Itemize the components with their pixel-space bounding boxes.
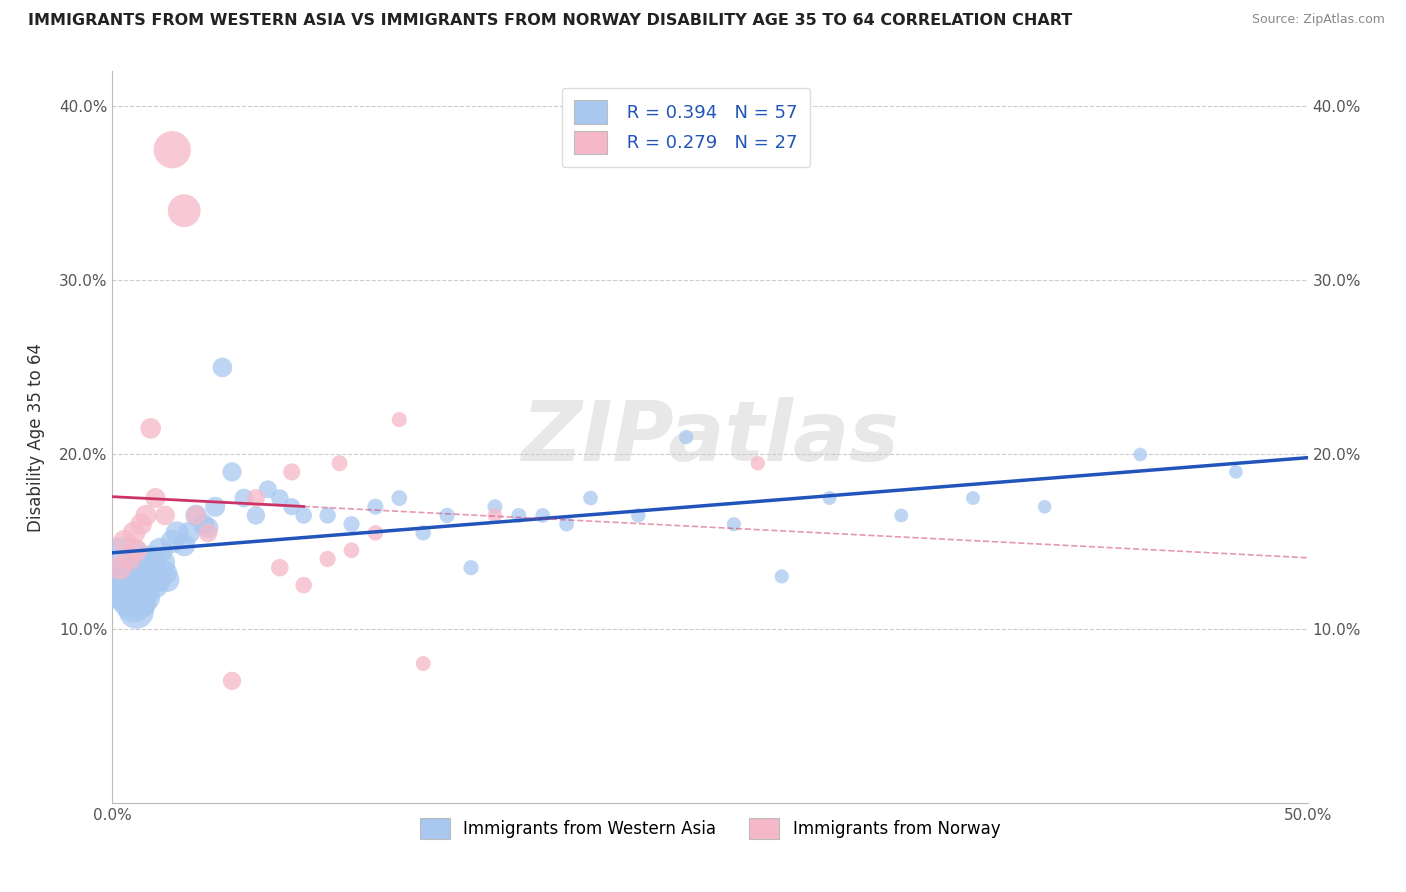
Point [197,525,219,540]
Point [723,517,745,532]
Point [340,517,363,532]
Point [292,508,315,523]
Point [125,569,148,583]
Point [186,508,208,523]
Point [555,517,578,532]
Point [292,578,315,592]
Point [149,543,172,558]
Point [531,508,554,523]
Point [436,508,458,523]
Point [125,543,148,558]
Point [579,491,602,505]
Point [193,517,215,532]
Point [484,508,506,523]
Point [1033,500,1056,514]
Point [388,491,411,505]
Point [281,465,304,479]
Point [145,578,167,592]
Point [122,525,145,540]
Point [152,556,174,570]
Point [129,595,152,609]
Point [364,500,387,514]
Point [114,534,135,549]
Point [460,560,482,574]
Point [340,543,363,558]
Point [1129,448,1152,462]
Point [197,521,219,535]
Point [166,525,188,540]
Point [142,560,165,574]
Point [118,552,141,566]
Point [118,578,141,592]
Point [186,508,208,523]
Point [233,491,256,505]
Point [108,560,131,574]
Text: IMMIGRANTS FROM WESTERN ASIA VS IMMIGRANTS FROM NORWAY DISABILITY AGE 35 TO 64 C: IMMIGRANTS FROM WESTERN ASIA VS IMMIGRAN… [28,13,1073,29]
Text: ZIPatlas: ZIPatlas [522,397,898,477]
Text: Source: ZipAtlas.com: Source: ZipAtlas.com [1251,13,1385,27]
Point [173,203,195,218]
Point [269,491,291,505]
Point [281,500,304,514]
Point [770,569,793,583]
Point [139,552,162,566]
Point [139,421,162,435]
Point [245,491,267,505]
Point [128,578,150,592]
Point [204,500,226,514]
Point [146,573,169,587]
Legend: Immigrants from Western Asia, Immigrants from Norway: Immigrants from Western Asia, Immigrants… [413,811,1007,846]
Point [221,673,243,688]
Point [257,483,280,497]
Point [627,508,650,523]
Point [177,525,200,540]
Point [129,517,152,532]
Point [269,560,291,574]
Point [747,456,769,470]
Point [508,508,530,523]
Point [329,456,352,470]
Point [135,508,157,523]
Point [153,508,176,523]
Point [364,525,387,540]
Point [316,508,339,523]
Point [962,491,984,505]
Point [153,566,176,580]
Point [138,569,160,583]
Point [122,595,145,609]
Point [173,538,195,552]
Point [245,508,267,523]
Point [162,534,183,549]
Point [135,591,157,605]
Point [388,412,411,426]
Point [221,465,243,479]
Point [818,491,841,505]
Point [145,491,167,505]
Point [484,500,506,514]
Point [156,573,179,587]
Point [114,560,135,574]
Point [1225,465,1247,479]
Point [412,657,434,671]
Point [162,143,183,157]
Point [211,360,233,375]
Point [412,525,434,540]
Point [121,587,143,601]
Point [316,552,339,566]
Y-axis label: Disability Age 35 to 64: Disability Age 35 to 64 [27,343,45,532]
Point [132,587,155,601]
Point [890,508,912,523]
Point [125,604,148,618]
Point [675,430,697,444]
